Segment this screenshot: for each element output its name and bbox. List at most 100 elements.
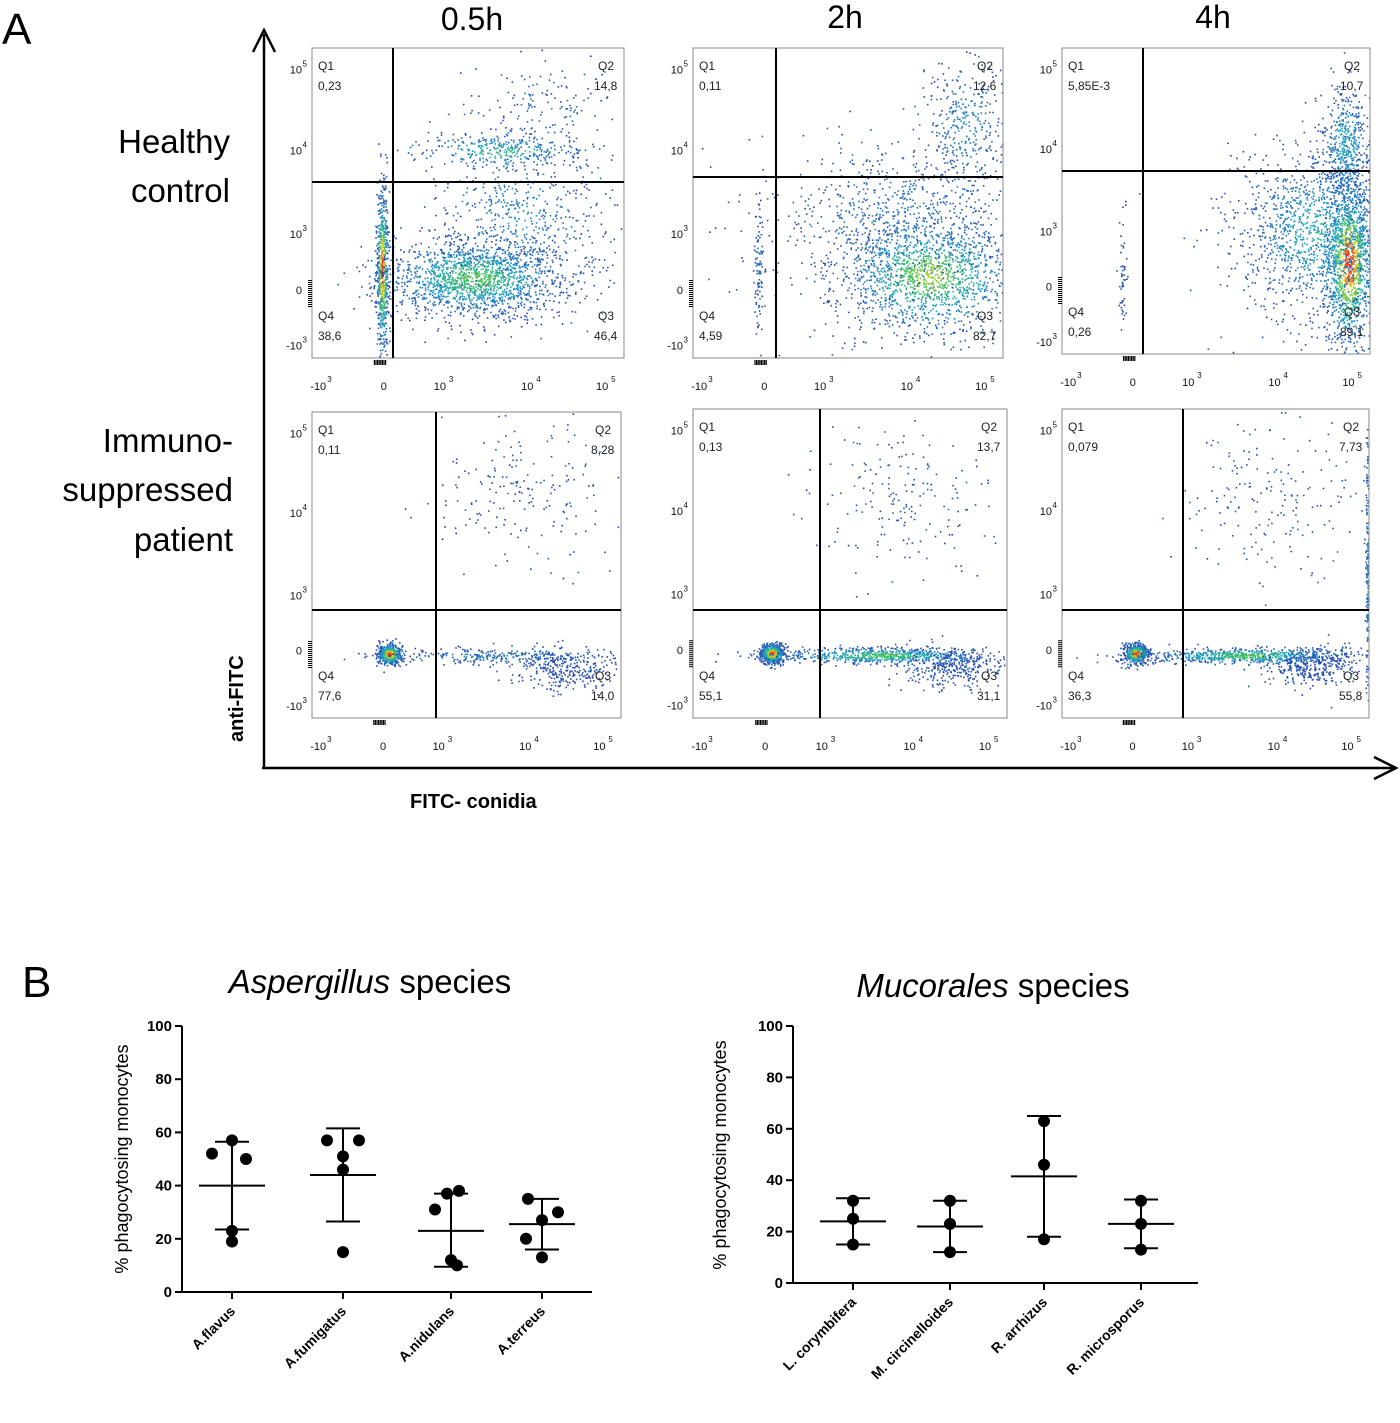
density-dots	[855, 483, 967, 547]
density-dots	[1139, 642, 1142, 644]
density-dots	[933, 277, 936, 279]
density-dots	[498, 415, 595, 487]
density-dots	[528, 93, 608, 130]
density-dots	[1122, 643, 1132, 650]
density-dots	[475, 271, 491, 282]
quadrant-q4-name: Q4	[318, 309, 334, 323]
density-dots	[505, 152, 508, 154]
density-dots	[767, 649, 770, 652]
density-dots	[925, 282, 930, 289]
density-dots	[937, 274, 939, 277]
quadrant-q2-value: 12,6	[973, 79, 997, 93]
density-dots	[1333, 150, 1336, 152]
density-dots	[517, 211, 519, 213]
density-dots	[567, 294, 569, 297]
density-dots	[1188, 653, 1292, 660]
density-dots	[379, 288, 382, 290]
density-dots	[470, 463, 588, 512]
density-dots	[485, 197, 547, 259]
density-dots	[432, 136, 574, 170]
density-dots	[864, 657, 900, 660]
density-dots	[1326, 652, 1343, 660]
density-dots	[575, 189, 578, 192]
density-dots	[839, 179, 961, 254]
density-dots	[543, 151, 546, 153]
density-dots	[778, 660, 784, 665]
density-dots	[916, 279, 919, 282]
density-dots	[777, 663, 779, 665]
density-dots	[481, 483, 483, 485]
density-dots	[774, 642, 777, 644]
density-dots	[384, 222, 387, 225]
density-dots	[1132, 648, 1138, 652]
density-dots	[536, 149, 538, 151]
y-minor-ticks	[689, 640, 693, 668]
density-dots	[767, 651, 769, 654]
density-dots	[380, 337, 382, 340]
density-dots	[1125, 258, 1128, 260]
density-dots	[458, 446, 549, 502]
density-dots	[365, 655, 368, 658]
density-dots	[930, 479, 990, 486]
density-dots	[839, 169, 842, 172]
x-tick-exponent: 3	[708, 375, 713, 384]
density-dots	[530, 220, 533, 222]
data-point	[226, 1235, 238, 1248]
density-dots	[379, 263, 382, 265]
density-dots	[1281, 657, 1283, 660]
density-dots	[1338, 263, 1340, 265]
density-cloud-4	[447, 49, 613, 192]
density-cloud-2	[1304, 52, 1371, 247]
density-dots	[523, 127, 526, 130]
density-dots	[507, 91, 510, 94]
quadrant-q3-name: Q3	[981, 669, 997, 683]
density-dots	[929, 260, 932, 263]
density-dots	[1142, 652, 1152, 664]
density-dots	[489, 275, 491, 277]
density-dots	[738, 128, 927, 282]
density-dots	[392, 660, 395, 663]
density-dots	[924, 302, 927, 305]
y-tick-exponent: 3	[303, 224, 308, 233]
density-dots	[1311, 231, 1319, 244]
density-dots	[1348, 272, 1350, 274]
density-dots	[862, 652, 895, 658]
density-dots	[546, 152, 567, 165]
density-dots	[382, 648, 385, 650]
x-tick-label: -10	[691, 381, 707, 393]
density-dots	[1305, 227, 1308, 229]
y-tick-exponent: 3	[684, 336, 689, 345]
density-dots	[379, 335, 382, 337]
density-dots	[772, 645, 774, 648]
density-dots	[1350, 291, 1353, 293]
data-point	[944, 1217, 956, 1230]
density-dots	[381, 234, 384, 237]
density-dots	[382, 230, 384, 232]
x-tick-exponent: 3	[829, 375, 834, 384]
density-dots	[846, 431, 886, 515]
density-dots	[1343, 288, 1346, 291]
density-dots	[506, 654, 508, 657]
density-dots	[768, 655, 771, 658]
density-dots	[447, 89, 549, 116]
density-dots	[509, 129, 511, 132]
density-dots	[955, 286, 957, 288]
quadrant-q3-name: Q3	[1344, 305, 1360, 319]
density-dots	[1326, 196, 1329, 231]
density-dots	[1195, 466, 1365, 556]
data-point	[1038, 1115, 1050, 1128]
density-dots	[968, 139, 981, 150]
density-dots	[907, 472, 945, 508]
y-tick-label: 10	[1040, 64, 1052, 76]
density-dots	[513, 151, 516, 153]
density-dots	[916, 653, 918, 656]
density-dots	[539, 146, 542, 149]
density-dots	[902, 453, 907, 542]
density-dots	[1363, 254, 1365, 256]
density-dots	[913, 266, 925, 278]
density-dots	[1238, 486, 1311, 508]
density-dots	[795, 149, 973, 318]
density-dots	[891, 654, 893, 656]
density-dots	[384, 254, 386, 256]
density-dots	[766, 647, 769, 649]
